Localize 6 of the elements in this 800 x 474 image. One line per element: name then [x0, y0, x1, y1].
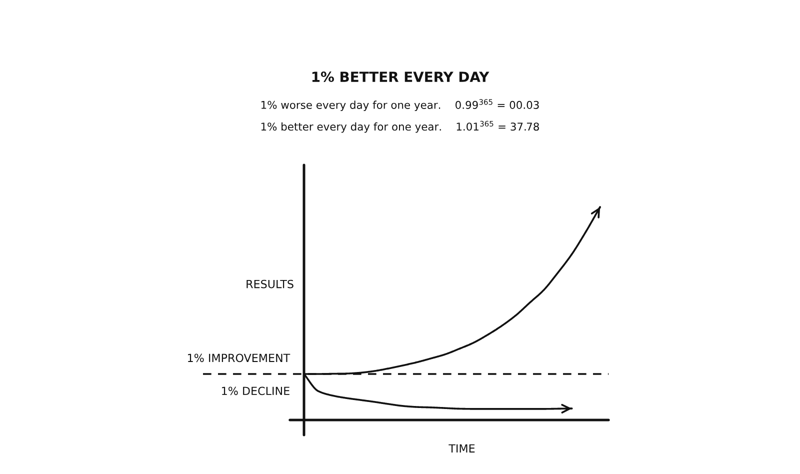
y-axis-title: RESULTS [246, 280, 294, 288]
chart-title: 1% BETTER EVERY DAY [312, 72, 490, 82]
x-axis-title: TIME [448, 444, 475, 452]
series-label: 1% IMPROVEMENT [188, 354, 290, 362]
text: 1% worse every day for one year. 0.99$^{365}$ = 00.03 1% better every day for one year. 1.01$^{365}$ = 37.78 [261, 99, 539, 133]
series-label: 1% DECLINE [222, 386, 290, 396]
